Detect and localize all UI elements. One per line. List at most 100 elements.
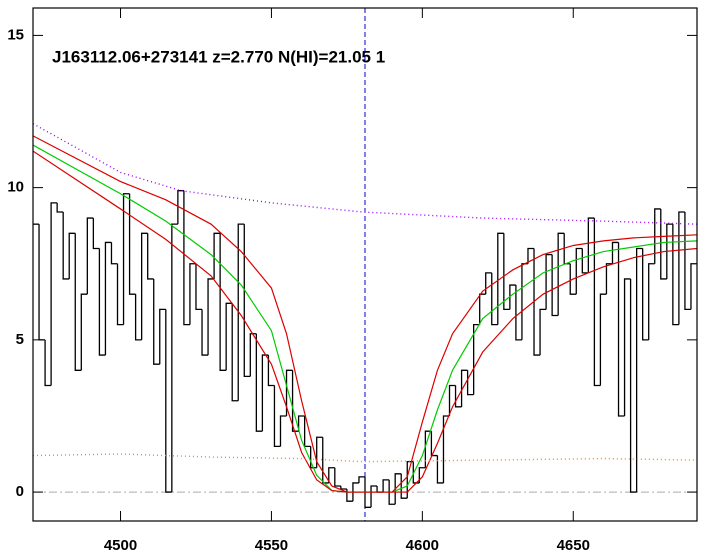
flux-step <box>171 223 178 493</box>
flux-step <box>400 473 408 499</box>
flux-step <box>473 323 480 395</box>
flux-step <box>424 430 432 468</box>
flux-step <box>557 232 565 316</box>
flux-step <box>249 333 257 377</box>
flux-step <box>509 284 516 310</box>
flux-step <box>56 202 64 213</box>
flux-step <box>116 263 124 326</box>
flux-step <box>273 385 281 448</box>
flux-step <box>678 211 685 325</box>
flux-step <box>611 241 619 264</box>
flux-step <box>587 217 595 273</box>
flux-step <box>231 303 239 402</box>
flux-step <box>237 223 245 401</box>
y-tick-label: 5 <box>16 331 24 348</box>
flux-step <box>382 479 390 493</box>
flux-step <box>388 479 396 505</box>
flux-step <box>358 476 365 483</box>
flux-step <box>195 263 203 311</box>
flux-step <box>316 436 323 468</box>
flux-step <box>569 263 577 295</box>
flux-step <box>80 293 88 371</box>
flux-step <box>267 355 275 387</box>
flux-step <box>672 224 679 326</box>
flux-step <box>642 248 649 341</box>
flux-step <box>74 233 82 371</box>
flux-step <box>141 232 148 340</box>
flux-step <box>134 294 142 341</box>
flux-step <box>44 339 52 387</box>
flux-step <box>364 476 372 508</box>
flux-step <box>539 308 547 356</box>
x-tick-label: 4650 <box>557 537 590 554</box>
flux-step <box>328 467 335 483</box>
y-tick-label: 15 <box>7 26 24 43</box>
flux-step <box>527 247 535 264</box>
flux-step <box>448 384 456 416</box>
flux-step <box>442 415 450 483</box>
flux-step <box>201 309 209 356</box>
flux-step <box>291 370 299 432</box>
flux-step <box>436 455 444 484</box>
flux-step <box>605 263 613 295</box>
flux-step <box>68 232 76 279</box>
flux-step <box>334 467 341 487</box>
flux-step <box>394 473 402 505</box>
flux-step <box>122 193 130 325</box>
flux-step <box>104 241 112 356</box>
flux-step <box>285 369 293 416</box>
flux-step <box>629 278 637 493</box>
model-line <box>33 150 697 493</box>
flux-step <box>617 242 625 417</box>
flux-step <box>92 218 100 250</box>
flux-step <box>86 217 94 295</box>
flux-step <box>165 309 172 493</box>
y-tick-label: 10 <box>7 179 24 196</box>
flux-step <box>581 248 589 274</box>
y-tick-label: 0 <box>16 483 24 500</box>
flux-step <box>243 224 251 378</box>
flux-step <box>460 369 468 407</box>
flux-step <box>219 233 227 371</box>
flux-step <box>454 385 462 408</box>
flux-step <box>370 485 378 508</box>
flux-step <box>690 263 697 310</box>
flux-step <box>346 489 353 502</box>
flux-step <box>654 208 661 264</box>
flux-step <box>503 233 510 311</box>
flux-step <box>635 247 643 493</box>
flux-step <box>50 202 58 386</box>
flux-step <box>593 218 601 387</box>
plot-frame <box>32 7 698 522</box>
flux-step <box>128 193 136 295</box>
model-line <box>33 123 697 225</box>
flux-step <box>412 461 420 484</box>
flux-step <box>189 263 196 325</box>
flux-step <box>545 253 553 310</box>
chart-title: J163112.06+273141 z=2.770 N(HI)=21.05 1 <box>52 47 385 66</box>
flux-step <box>297 415 305 432</box>
flux-step <box>533 248 541 356</box>
flux-step <box>515 285 522 341</box>
flux-step <box>62 211 70 280</box>
x-tick-label: 4500 <box>104 537 137 554</box>
flux-step <box>159 308 166 365</box>
flux-step <box>491 272 498 326</box>
flux-step <box>551 254 559 317</box>
flux-step <box>147 233 154 280</box>
flux-step <box>322 437 329 484</box>
flux-step <box>279 415 287 447</box>
flux-step <box>153 278 160 365</box>
flux-step <box>98 248 106 356</box>
flux-step <box>485 272 492 295</box>
flux-step <box>352 482 359 502</box>
flux-step <box>479 293 486 325</box>
flux-step <box>497 232 504 325</box>
flux-step <box>648 263 655 340</box>
x-tick-label: 4600 <box>406 537 439 554</box>
flux-step <box>183 190 190 326</box>
flux-step <box>684 211 691 311</box>
flux-step <box>660 208 667 280</box>
flux-step <box>207 278 215 356</box>
